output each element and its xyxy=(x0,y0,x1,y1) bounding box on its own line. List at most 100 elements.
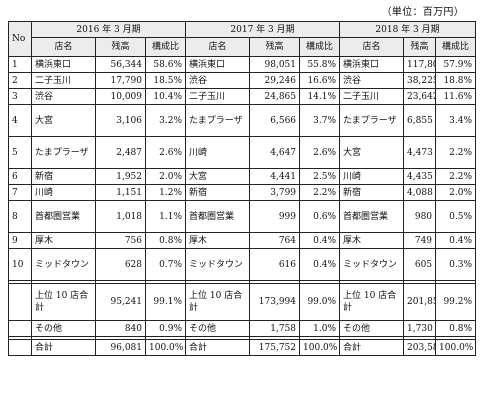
ratio-cell: 3.4% xyxy=(435,104,477,137)
ratio-cell: 3.7% xyxy=(299,104,341,137)
ratio-cell: 11.6% xyxy=(435,88,477,105)
rank-cell: 1 xyxy=(8,56,32,73)
ratio-cell: 1.0% xyxy=(299,320,341,337)
ratio-cell: 0.3% xyxy=(435,248,477,281)
ratio-header: 構成比 xyxy=(144,37,187,57)
store-name-cell: 渋谷 xyxy=(185,72,251,89)
store-name-cell: 厚木 xyxy=(31,232,96,249)
store-name-cell: 首都圏営業 xyxy=(185,200,251,233)
store-name-cell: 首都圏営業 xyxy=(339,200,405,233)
ratio-cell: 0.8% xyxy=(144,232,187,249)
table-row: 10 ミッドタウン 628 0.7% ミッドタウン 616 0.4% ミッドタウン 605 0.3… xyxy=(8,248,477,281)
balance-cell: 980 xyxy=(403,200,437,233)
rank-cell xyxy=(8,283,32,321)
balance-cell: 6,566 xyxy=(249,104,301,137)
store-name-cell: 横浜東口 xyxy=(185,56,251,73)
balance-cell: 23,642 xyxy=(403,88,437,105)
rank-cell: 4 xyxy=(8,104,32,137)
store-name-cell: 新宿 xyxy=(339,184,405,201)
store-name-header: 店名 xyxy=(185,37,251,57)
balance-cell: 605 xyxy=(403,248,437,281)
store-name-cell: 大宮 xyxy=(185,168,251,185)
ratio-header: 構成比 xyxy=(435,37,477,57)
store-name-cell: その他 xyxy=(185,320,251,337)
balance-cell: 749 xyxy=(403,232,437,249)
balance-cell: 95,241 xyxy=(95,283,146,321)
ratio-cell: 18.8% xyxy=(435,72,477,89)
store-name-cell: たまプラーザ xyxy=(31,136,96,169)
unit-note: （単位：百万円） xyxy=(381,7,464,18)
balance-cell: 203,587 xyxy=(403,339,437,356)
balance-cell: 3,106 xyxy=(95,104,146,137)
table-row: 2 二子玉川 17,790 18.5% 渋谷 29,246 16.6% 渋谷 38,225 18.… xyxy=(8,72,477,89)
balance-cell: 29,246 xyxy=(249,72,301,89)
ratio-cell: 58.6% xyxy=(144,56,187,73)
table-row: 3 渋谷 10,009 10.4% 二子玉川 24,865 14.1% 二子玉川 23,642 1… xyxy=(8,88,477,105)
period-header: 2016 年 3 月期 xyxy=(30,21,187,38)
ratio-cell: 0.8% xyxy=(435,320,477,337)
ratio-cell: 0.4% xyxy=(435,232,477,249)
ratio-cell: 0.7% xyxy=(144,248,187,281)
balance-cell: 6,855 xyxy=(403,104,437,137)
table-row: 8 首都圏営業 1,018 1.1% 首都圏営業 999 0.6% 首都圏営業 980 0.5% xyxy=(8,200,477,233)
store-name-cell: 渋谷 xyxy=(339,72,405,89)
summary-row: 上位 10 店合計 95,241 99.1% 上位 10 店合計 173,994 99.0… xyxy=(8,283,477,321)
store-name-cell: 合計 xyxy=(339,339,405,356)
period-header: 2017 年 3 月期 xyxy=(185,21,341,38)
store-name-cell: 上位 10 店合計 xyxy=(185,283,251,321)
store-name-cell: 厚木 xyxy=(185,232,251,249)
ratio-cell: 1.1% xyxy=(144,200,187,233)
balance-header: 残高 xyxy=(249,37,301,57)
ratio-cell: 2.2% xyxy=(299,184,341,201)
ratio-cell: 14.1% xyxy=(299,88,341,105)
store-name-cell: 川崎 xyxy=(31,184,96,201)
period-header-row: No 2016 年 3 月期 2017 年 3 月期 2018 年 3 月期 xyxy=(8,21,477,57)
store-name-cell: 首都圏営業 xyxy=(31,200,96,233)
balance-cell: 1,151 xyxy=(95,184,146,201)
balance-cell: 4,473 xyxy=(403,136,437,169)
balance-cell: 4,435 xyxy=(403,168,437,185)
balance-cell: 628 xyxy=(95,248,146,281)
balance-cell: 24,865 xyxy=(249,88,301,105)
table-row: 5 たまプラーザ 2,487 2.6% 川崎 4,647 2.6% 大宮 4,473 2.2% xyxy=(8,136,477,169)
rank-cell: 7 xyxy=(8,184,32,201)
column-header-row: 店名 残高 構成比 店名 残高 構成比 店名 残高 構成比 xyxy=(9,37,477,57)
balance-cell: 173,994 xyxy=(249,283,301,321)
store-name-cell: 二子玉川 xyxy=(339,88,405,105)
ratio-cell: 2.6% xyxy=(299,136,341,169)
balance-cell: 1,758 xyxy=(249,320,301,337)
store-name-cell: 合計 xyxy=(31,339,96,356)
store-name-header: 店名 xyxy=(339,37,405,57)
ratio-cell: 55.8% xyxy=(299,56,341,73)
ratio-cell: 2.2% xyxy=(435,168,477,185)
balance-cell: 756 xyxy=(95,232,146,249)
ratio-cell: 0.9% xyxy=(144,320,187,337)
store-name-cell: 二子玉川 xyxy=(185,88,251,105)
ratio-cell: 16.6% xyxy=(299,72,341,89)
balance-cell: 3,799 xyxy=(249,184,301,201)
rank-cell: 3 xyxy=(8,88,32,105)
balance-cell: 2,487 xyxy=(95,136,146,169)
ratio-cell: 100.0% xyxy=(435,339,477,356)
ratio-header: 構成比 xyxy=(299,37,341,57)
ratio-cell: 1.2% xyxy=(144,184,187,201)
table-row: 1 横浜東口 56,344 58.6% 横浜東口 98,051 55.8% 横浜東口 117,8… xyxy=(8,56,477,73)
ratio-cell: 10.4% xyxy=(144,88,187,105)
store-name-cell: 厚木 xyxy=(339,232,405,249)
ratio-cell: 99.0% xyxy=(299,283,341,321)
ratio-cell: 2.0% xyxy=(144,168,187,185)
balance-cell: 1,018 xyxy=(95,200,146,233)
store-name-cell: 新宿 xyxy=(31,168,96,185)
store-name-cell: その他 xyxy=(339,320,405,337)
ratio-cell: 0.6% xyxy=(299,200,341,233)
balance-cell: 56,344 xyxy=(95,56,146,73)
balance-cell: 764 xyxy=(249,232,301,249)
store-name-cell: 大宮 xyxy=(339,136,405,169)
store-name-cell: 上位 10 店合計 xyxy=(339,283,405,321)
balance-cell: 4,647 xyxy=(249,136,301,169)
no-header: No xyxy=(8,21,32,57)
summary-row: その他 840 0.9% その他 1,758 1.0% その他 1,730 0.8% xyxy=(8,320,477,337)
balance-cell: 4,088 xyxy=(403,184,437,201)
balance-header: 残高 xyxy=(95,37,146,57)
ratio-cell: 0.5% xyxy=(435,200,477,233)
